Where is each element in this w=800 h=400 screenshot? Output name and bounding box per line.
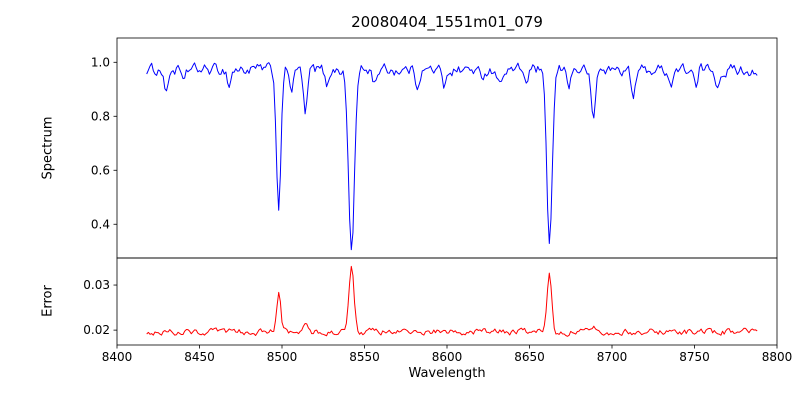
svg-text:8700: 8700 [597, 350, 628, 364]
svg-text:8500: 8500 [267, 350, 298, 364]
error-axis-label: Error [40, 285, 56, 317]
svg-text:0.02: 0.02 [83, 323, 110, 337]
svg-text:0.03: 0.03 [83, 278, 110, 292]
svg-text:0.8: 0.8 [91, 109, 110, 123]
svg-text:8650: 8650 [514, 350, 545, 364]
spectrum-axis-label: Spectrum [40, 116, 56, 180]
svg-text:0.6: 0.6 [91, 163, 110, 177]
svg-text:8550: 8550 [349, 350, 380, 364]
wavelength-axis-label: Wavelength [408, 366, 486, 381]
svg-text:8600: 8600 [432, 350, 463, 364]
svg-text:8750: 8750 [679, 350, 710, 364]
svg-text:1.0: 1.0 [91, 55, 110, 69]
svg-text:8400: 8400 [102, 350, 133, 364]
svg-text:8800: 8800 [762, 350, 793, 364]
svg-text:8450: 8450 [184, 350, 215, 364]
svg-text:0.4: 0.4 [91, 217, 110, 231]
plot-title: 20080404_1551m01_079 [351, 13, 543, 31]
